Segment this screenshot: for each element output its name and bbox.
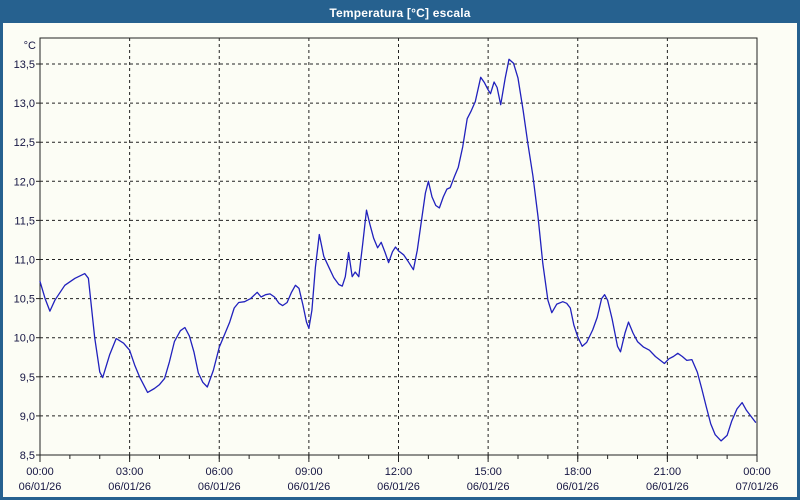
y-tick-label: 12,0 [14,176,35,188]
x-tick-time-label: 00:00 [743,466,771,478]
y-axis-unit-label: °C [24,40,36,52]
y-tick-label: 8,5 [20,450,35,462]
temperature-series-line [39,58,757,442]
window-title: Temperatura [°C] escala [329,6,471,20]
x-tick-time-label: 21:00 [654,466,682,478]
x-tick-date-label: 06/01/26 [19,481,62,493]
x-tick-time-label: 15:00 [474,466,502,478]
y-tick-label: 11,0 [14,255,35,267]
chart-area: 8,5 9,0 9,5 10,0 10,5 11,0 11,5 12,0 12,5 13,0 13,… [3,23,797,497]
y-tick-label: 10,5 [14,294,35,306]
x-tick-time-label: 18:00 [564,466,592,478]
y-tick-label: 13,0 [14,98,35,110]
x-tick-date-label: 06/01/26 [198,481,241,493]
x-tick-time-label: 06:00 [205,466,233,478]
x-tick-date-label: 06/01/26 [377,481,420,493]
x-tick-date-label: 06/01/26 [467,481,510,493]
x-tick-time-label: 09:00 [295,466,323,478]
y-tick-label: 9,0 [20,411,35,423]
temperature-line-chart: 8,5 9,0 9,5 10,0 10,5 11,0 11,5 12,0 12,5 13,0 13,… [14,37,779,493]
plot-border [39,37,758,456]
x-axis-labels: 00:00 06/01/26 03:00 06/01/26 06:00 06/01/26 0… [19,466,779,493]
y-tick-label: 12,5 [14,137,35,149]
y-axis-labels: 8,5 9,0 9,5 10,0 10,5 11,0 11,5 12,0 12,5 13,0 13,… [14,40,36,462]
x-minor-ticks [39,455,758,459]
x-tick-time-label: 12:00 [385,466,413,478]
y-tick-label: 9,5 [20,372,35,384]
x-tick-date-label: 07/01/26 [736,481,779,493]
x-tick-time-label: 03:00 [116,466,144,478]
x-tick-time-label: 00:00 [26,466,54,478]
title-bar: Temperatura [°C] escala [3,3,797,23]
y-gridlines [36,63,757,456]
x-tick-date-label: 06/01/26 [556,481,599,493]
y-tick-label: 11,5 [14,215,35,227]
y-tick-label: 13,5 [14,59,35,71]
x-tick-date-label: 06/01/26 [108,481,151,493]
x-tick-date-label: 06/01/26 [646,481,689,493]
x-tick-date-label: 06/01/26 [287,481,330,493]
y-tick-label: 10,0 [14,333,35,345]
